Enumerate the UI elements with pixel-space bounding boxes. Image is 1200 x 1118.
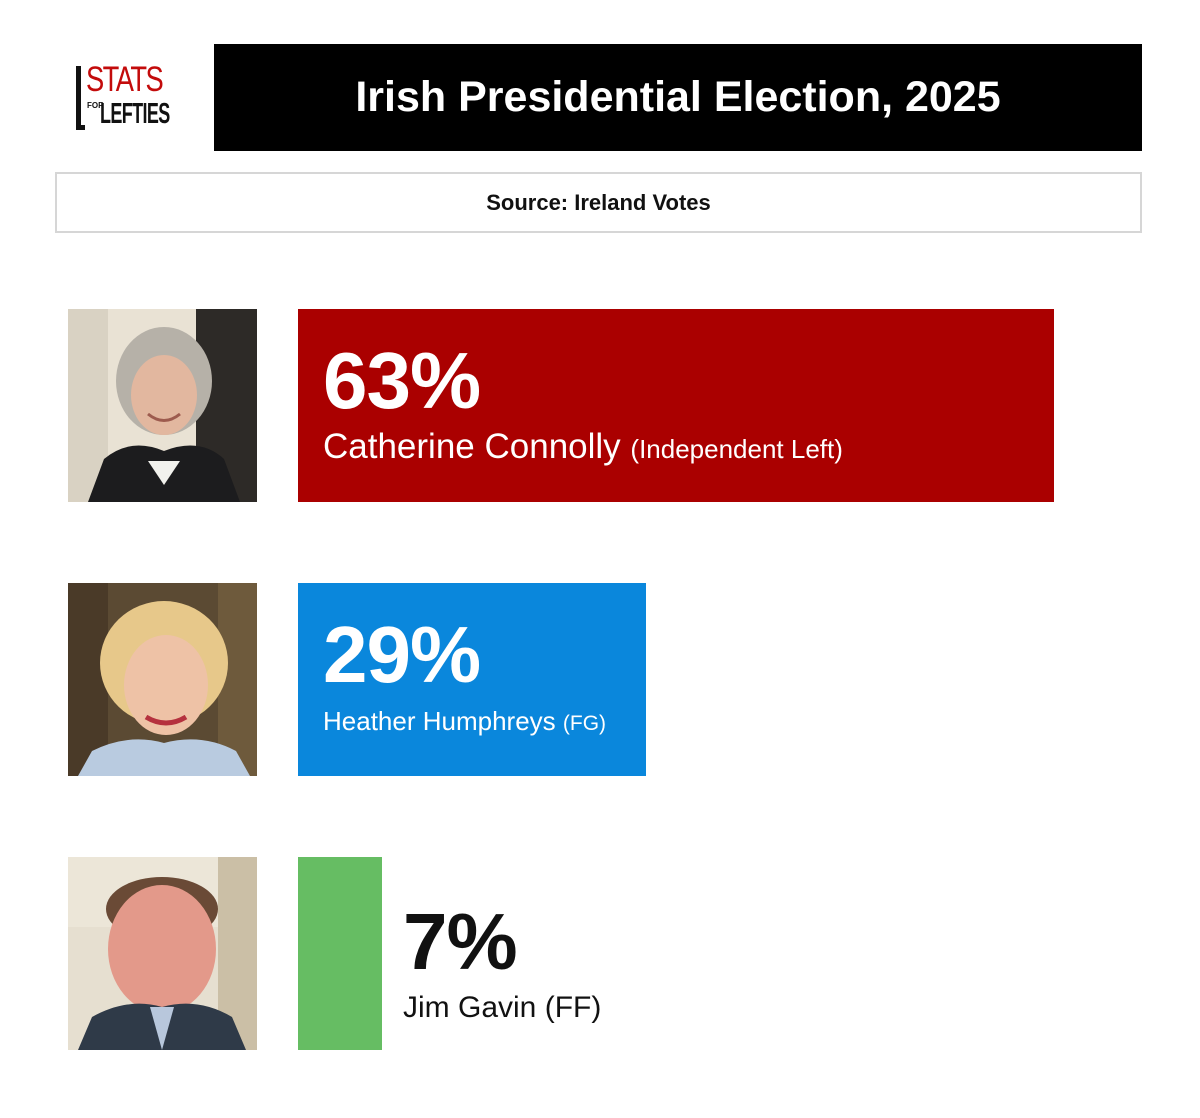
name-gavin: Jim Gavin — [403, 991, 537, 1024]
stats-for-lefties-logo: STATS FOR LEFTIES — [76, 60, 176, 132]
pct-humphreys: 29% — [323, 610, 481, 699]
name-connolly: Catherine Connolly — [323, 427, 621, 466]
logo-text-for: FOR — [87, 101, 104, 110]
photo-jim-gavin — [68, 857, 257, 1050]
bar-gavin — [298, 857, 382, 1050]
label-connolly: 63% Catherine Connolly (Independent Left… — [323, 341, 843, 469]
photo-catherine-connolly — [68, 309, 257, 502]
label-gavin: 7% Jim Gavin (FF) — [403, 902, 601, 1028]
bar-connolly — [298, 309, 1054, 502]
logo-text-stats: STATS — [86, 60, 164, 99]
source-box: Source: Ireland Votes — [55, 172, 1142, 233]
logo-bracket — [76, 66, 85, 130]
logo-text-lefties: LEFTIES — [100, 98, 170, 130]
party-connolly: (Independent Left) — [630, 434, 843, 464]
party-humphreys: (FG) — [562, 712, 607, 735]
pct-gavin: 7% — [403, 897, 518, 986]
chart-title: Irish Presidential Election, 2025 — [355, 73, 1001, 121]
candidate-row-connolly: 63% Catherine Connolly (Independent Left… — [68, 309, 1168, 502]
photo-heather-humphreys — [68, 583, 257, 776]
bar-humphreys — [298, 583, 646, 776]
candidate-row-humphreys: 29% Heather Humphreys (FG) — [68, 583, 1168, 776]
name-humphreys: Heather Humphreys — [323, 706, 556, 736]
pct-connolly: 63% — [323, 336, 481, 425]
source-label: Source: Ireland Votes — [486, 189, 711, 215]
party-gavin: (FF) — [544, 991, 602, 1024]
title-banner: Irish Presidential Election, 2025 — [214, 44, 1142, 151]
candidate-row-gavin: 7% Jim Gavin (FF) — [68, 857, 1168, 1050]
label-humphreys: 29% Heather Humphreys (FG) — [323, 615, 606, 744]
